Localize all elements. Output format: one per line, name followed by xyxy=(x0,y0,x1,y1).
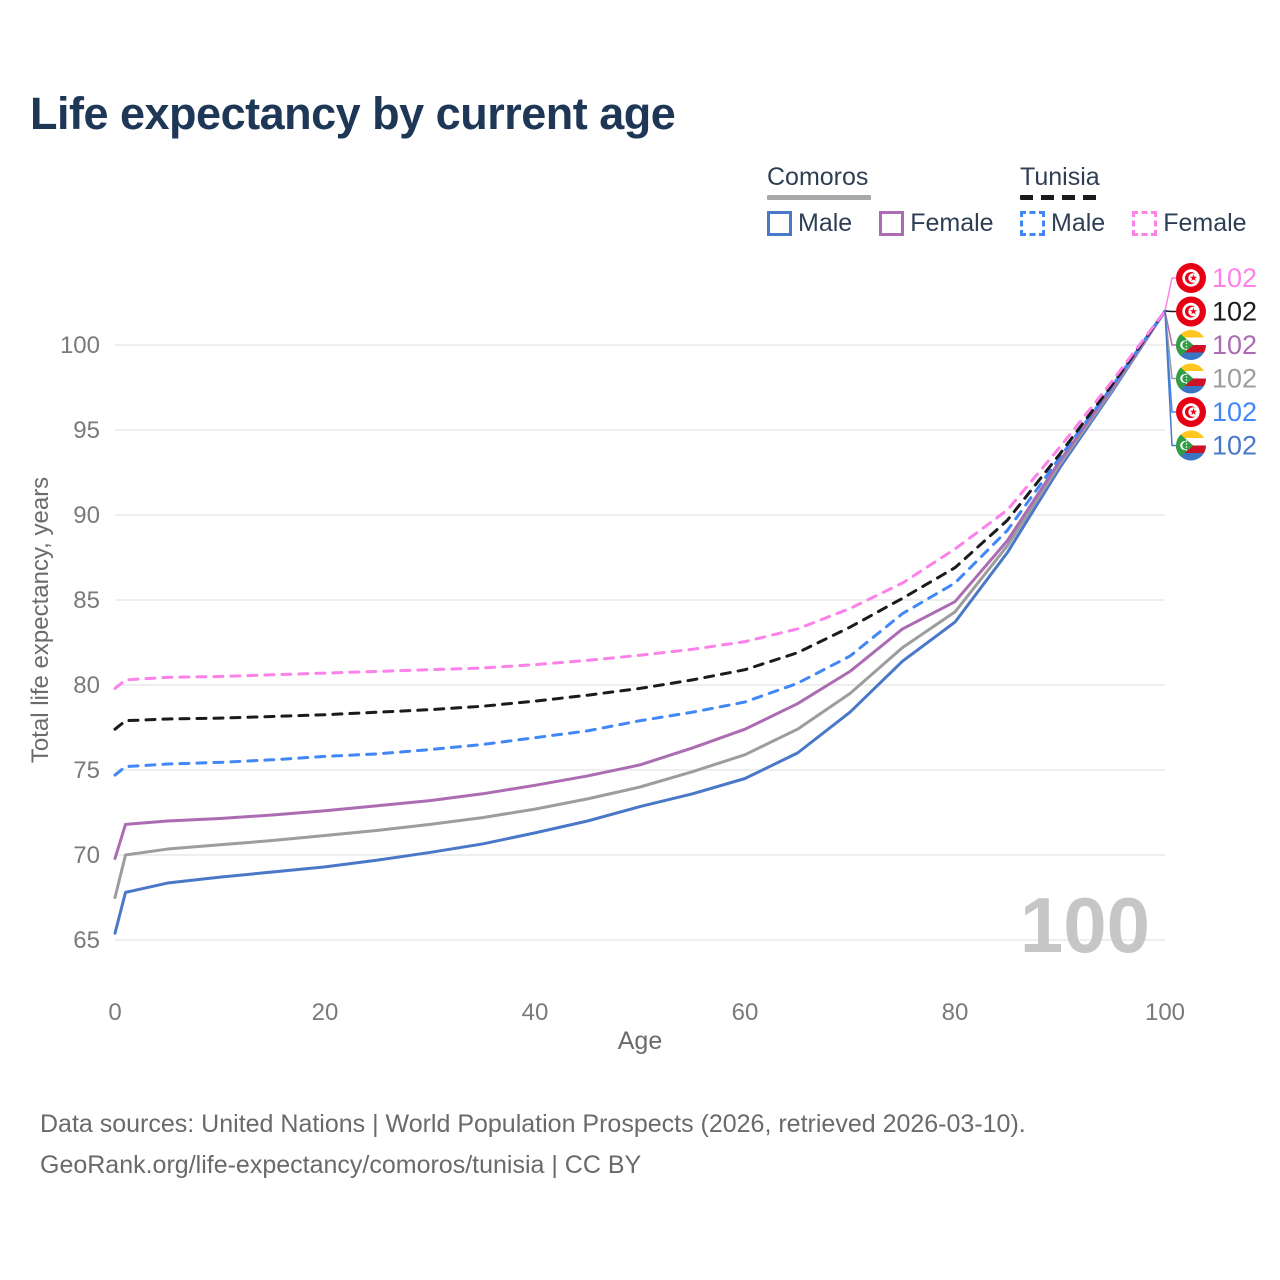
checkbox-tunisia-male[interactable] xyxy=(1020,211,1045,236)
page-title: Life expectancy by current age xyxy=(30,88,676,139)
line-comoros-female[interactable] xyxy=(113,309,1167,860)
leader-line-tunisia-female xyxy=(1164,277,1176,312)
x-tick-80: 80 xyxy=(942,999,969,1026)
legend-label-comoros-male[interactable]: Male xyxy=(798,209,853,237)
y-axis-title: Total life expectancy, years xyxy=(27,477,54,763)
y-tick-75: 75 xyxy=(73,757,100,784)
checkbox-tunisia-female[interactable] xyxy=(1132,211,1158,236)
x-tick-100: 100 xyxy=(1145,999,1185,1026)
leader-line-comoros-female xyxy=(1164,310,1176,346)
line-comoros-total[interactable] xyxy=(113,309,1167,899)
svg-text:★: ★ xyxy=(1189,407,1197,417)
end-value-tunisia-female: 102 xyxy=(1212,263,1257,293)
leader-line-comoros-male xyxy=(1164,310,1176,447)
tunisia-flag-icon: ★ xyxy=(1176,263,1206,293)
legend-group-comoros: Comoros Male Female xyxy=(767,163,994,238)
footer-data-sources: Data sources: United Nations | World Pop… xyxy=(40,1110,1026,1138)
end-value-tunisia-male: 102 xyxy=(1212,397,1257,427)
legend-item-tunisia-female[interactable]: Female xyxy=(1132,209,1247,238)
leader-line-comoros-total xyxy=(1164,310,1176,380)
legend-item-tunisia-male[interactable]: Male xyxy=(1020,209,1105,238)
end-value-comoros-male: 102 xyxy=(1212,431,1257,461)
line-tunisia-female[interactable] xyxy=(113,309,1167,690)
age-watermark: 100 xyxy=(1020,881,1150,969)
x-tick-60: 60 xyxy=(732,999,759,1026)
end-value-comoros-female: 102 xyxy=(1212,330,1257,360)
footer: Data sources: United Nations | World Pop… xyxy=(40,1104,1026,1186)
y-tick-65: 65 xyxy=(73,927,100,954)
tunisia-flag-icon: ★ xyxy=(1176,397,1206,427)
checkbox-comoros-female[interactable] xyxy=(879,211,905,236)
svg-text:★: ★ xyxy=(1189,307,1197,317)
legend-label-tunisia-female[interactable]: Female xyxy=(1163,209,1247,237)
line-tunisia-total[interactable] xyxy=(113,309,1167,731)
line-comoros-male[interactable] xyxy=(113,309,1167,935)
legend-label-comoros-female[interactable]: Female xyxy=(910,209,994,237)
x-tick-20: 20 xyxy=(312,999,339,1026)
x-tick-40: 40 xyxy=(522,999,549,1026)
y-tick-90: 90 xyxy=(73,502,100,529)
comoros-flag-icon xyxy=(1176,430,1206,461)
y-tick-95: 95 xyxy=(73,417,100,444)
end-value-comoros-total: 102 xyxy=(1212,364,1257,394)
x-axis-title: Age xyxy=(618,1027,662,1055)
y-tick-85: 85 xyxy=(73,587,100,614)
x-tick-0: 0 xyxy=(108,999,121,1026)
legend-group-tunisia: Tunisia Male Female xyxy=(1020,163,1247,238)
footer-attribution: GeoRank.org/life-expectancy/comoros/tuni… xyxy=(40,1151,642,1179)
end-value-tunisia-total: 102 xyxy=(1212,297,1257,327)
comoros-flag-icon xyxy=(1176,363,1206,394)
legend-label-tunisia-male[interactable]: Male xyxy=(1051,209,1106,237)
y-tick-70: 70 xyxy=(73,842,100,869)
svg-text:★: ★ xyxy=(1189,273,1197,283)
tunisia-total-line-swatch xyxy=(1020,195,1102,200)
legend-header-tunisia[interactable]: Tunisia xyxy=(1020,163,1100,191)
y-tick-100: 100 xyxy=(60,332,100,359)
comoros-flag-icon xyxy=(1176,330,1206,360)
comoros-total-line-swatch xyxy=(767,195,871,200)
legend-item-comoros-female[interactable]: Female xyxy=(879,209,994,238)
leader-line-tunisia-total xyxy=(1164,310,1176,313)
line-tunisia-male[interactable] xyxy=(113,309,1167,777)
checkbox-comoros-male[interactable] xyxy=(767,211,792,236)
legend-header-comoros[interactable]: Comoros xyxy=(767,163,869,191)
legend-item-comoros-male[interactable]: Male xyxy=(767,209,852,238)
y-tick-80: 80 xyxy=(73,672,100,699)
tunisia-flag-icon: ★ xyxy=(1176,296,1206,327)
